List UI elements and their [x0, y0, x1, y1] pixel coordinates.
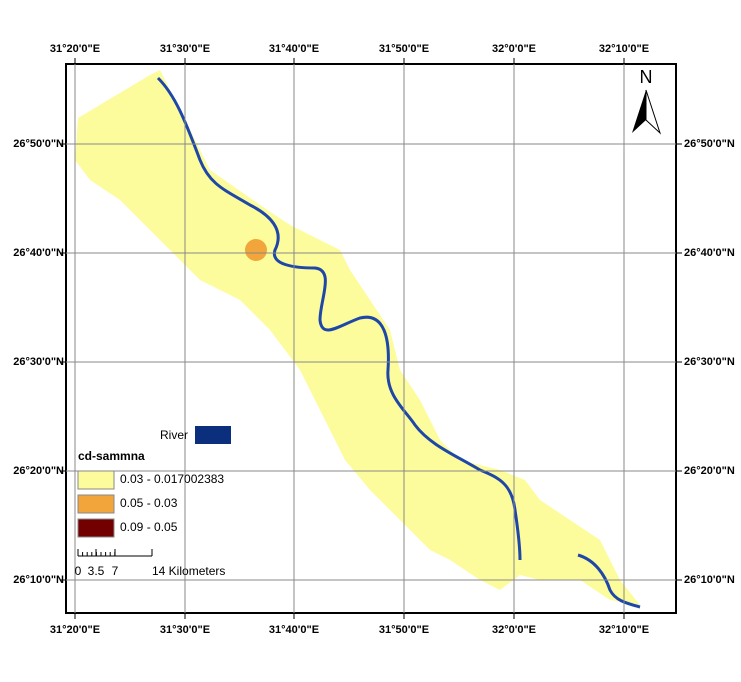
- lat-label-left: 26°10'0"N: [13, 574, 64, 586]
- river: [156, 76, 522, 561]
- river: [577, 553, 641, 609]
- lat-label-left: 26°50'0"N: [13, 138, 64, 150]
- lon-label-top: 32°0'0"E: [492, 43, 536, 55]
- north-label: N: [640, 67, 653, 87]
- legend-label: 0.09 - 0.05: [120, 520, 178, 534]
- lon-label-bottom: 31°40'0"E: [269, 624, 319, 636]
- lat-label-left: 26°20'0"N: [13, 465, 64, 477]
- legend-label: 0.03 - 0.017002383: [120, 472, 224, 486]
- legend-swatch: [77, 470, 115, 490]
- river-label: River: [160, 428, 188, 442]
- arrow-left: [632, 90, 646, 133]
- lon-label-top: 31°40'0"E: [269, 43, 319, 55]
- scale-label: 0: [75, 564, 82, 578]
- lon-label-bottom: 31°30'0"E: [160, 624, 210, 636]
- lon-label-top: 31°50'0"E: [379, 43, 429, 55]
- north-arrow: N: [632, 67, 662, 135]
- lon-label-top: 31°20'0"E: [50, 43, 100, 55]
- river-swatch: [195, 426, 231, 444]
- lat-label-right: 26°30'0"N: [684, 356, 735, 368]
- legend-swatch: [77, 518, 115, 538]
- lat-label-left: 26°40'0"N: [13, 247, 64, 259]
- scale-label: 7: [112, 564, 119, 578]
- lon-label-top: 32°10'0"E: [599, 43, 649, 55]
- lat-label-right: 26°20'0"N: [684, 465, 735, 477]
- lon-label-bottom: 31°50'0"E: [379, 624, 429, 636]
- scale-label: 3.5: [88, 564, 105, 578]
- scale-label: 14 Kilometers: [152, 564, 225, 578]
- lat-label-left: 26°30'0"N: [13, 356, 64, 368]
- arrow-right: [645, 89, 662, 135]
- legend-title: cd-sammna: [78, 449, 145, 463]
- lon-label-bottom: 31°20'0"E: [50, 624, 100, 636]
- lon-label-bottom: 32°0'0"E: [492, 624, 536, 636]
- lon-label-top: 31°30'0"E: [160, 43, 210, 55]
- sample-point: [245, 239, 267, 261]
- lat-label-right: 26°40'0"N: [684, 247, 735, 259]
- lat-label-right: 26°10'0"N: [684, 574, 735, 586]
- legend-label: 0.05 - 0.03: [120, 496, 178, 510]
- lat-label-right: 26°50'0"N: [684, 138, 735, 150]
- lon-label-bottom: 32°10'0"E: [599, 624, 649, 636]
- legend-swatch: [77, 494, 115, 514]
